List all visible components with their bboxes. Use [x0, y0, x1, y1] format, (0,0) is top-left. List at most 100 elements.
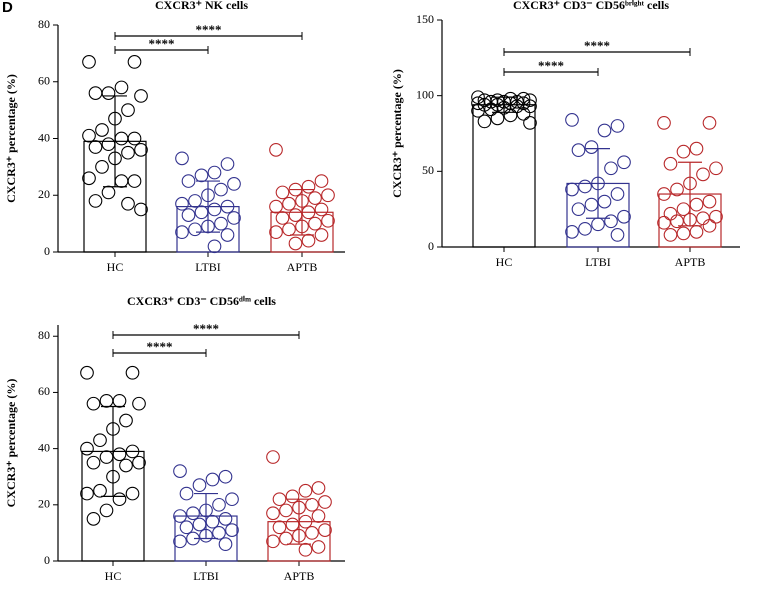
data-point — [484, 102, 498, 117]
data-point — [186, 506, 200, 521]
data-point — [112, 492, 127, 507]
data-point — [285, 517, 300, 532]
data-point — [311, 481, 326, 495]
data-point — [321, 188, 335, 203]
data-point — [82, 128, 96, 143]
data-point — [523, 93, 537, 108]
data-point — [282, 196, 296, 211]
bar — [472, 104, 536, 248]
data-point — [266, 506, 280, 521]
x-tick-label: APTB — [287, 260, 318, 274]
data-point — [657, 116, 671, 130]
data-point — [578, 221, 592, 236]
data-point — [86, 396, 101, 411]
data-point — [298, 514, 313, 529]
x-tick-label: APTB — [675, 255, 706, 269]
data-point — [199, 503, 213, 518]
x-tick-label: LTBI — [193, 569, 219, 583]
data-point — [134, 143, 148, 157]
data-point — [657, 187, 671, 201]
data-point — [318, 495, 332, 509]
data-point — [670, 214, 684, 229]
data-point — [199, 528, 213, 543]
data-point — [689, 141, 704, 156]
data-point — [702, 116, 717, 130]
data-point — [266, 450, 280, 464]
data-point — [134, 202, 148, 217]
data-point — [696, 211, 710, 226]
data-point — [194, 168, 209, 183]
data-point — [82, 171, 96, 186]
chart-title: CXCR3⁺ NK cells — [155, 0, 248, 12]
y-axis-label: CXCR3⁺ percentage (%) — [4, 379, 18, 508]
data-point — [192, 478, 207, 492]
data-point — [676, 226, 691, 241]
chart-title: CXCR3⁺ CD3⁻ CD56ᵈⁱᵐ cells — [127, 294, 276, 308]
data-point — [108, 151, 122, 166]
data-point — [490, 111, 505, 126]
data-point — [108, 111, 122, 126]
y-tick-label: 60 — [38, 384, 50, 398]
data-point — [477, 114, 492, 129]
data-point — [192, 517, 207, 532]
data-point — [275, 211, 290, 225]
y-tick-label: 0 — [44, 553, 50, 567]
data-point — [308, 216, 322, 231]
data-point — [709, 209, 723, 224]
data-point — [112, 447, 127, 462]
data-point — [134, 89, 148, 103]
data-point — [101, 185, 116, 200]
data-point — [121, 103, 135, 117]
data-point — [181, 174, 196, 188]
data-point — [93, 433, 107, 448]
data-point — [696, 167, 710, 182]
data-point — [114, 80, 129, 95]
significance-label: **** — [193, 321, 219, 336]
data-point — [188, 222, 202, 237]
data-point — [301, 179, 316, 194]
data-point — [225, 492, 239, 507]
data-point — [584, 140, 599, 154]
data-point — [516, 106, 531, 121]
data-point — [670, 182, 684, 197]
data-point — [207, 165, 222, 180]
data-point — [617, 209, 631, 224]
data-point — [663, 228, 678, 242]
data-point — [194, 205, 209, 220]
data-point — [288, 208, 303, 222]
data-point — [689, 225, 704, 239]
data-point — [186, 531, 200, 546]
y-tick-label: 20 — [38, 497, 50, 511]
data-point — [298, 483, 313, 498]
data-point — [578, 179, 592, 194]
y-tick-label: 80 — [38, 17, 50, 31]
data-point — [471, 103, 485, 118]
data-point — [175, 196, 189, 211]
data-point — [683, 212, 697, 227]
data-point — [610, 228, 625, 242]
data-point — [279, 503, 293, 518]
data-point — [305, 526, 319, 540]
data-point — [112, 394, 127, 408]
data-point — [114, 131, 129, 146]
data-point — [132, 396, 146, 411]
data-point — [689, 197, 704, 212]
significance-label: **** — [149, 36, 175, 51]
data-point — [702, 194, 717, 209]
data-point — [584, 197, 599, 212]
data-point — [220, 228, 235, 242]
data-point — [214, 216, 228, 231]
data-point — [282, 222, 296, 237]
data-point — [132, 455, 146, 470]
data-point — [205, 514, 220, 529]
data-point — [604, 161, 618, 176]
data-point — [218, 469, 233, 484]
data-point — [484, 94, 498, 109]
data-point — [663, 206, 678, 221]
data-point — [99, 450, 114, 464]
data-point — [119, 413, 133, 428]
data-point — [205, 472, 220, 487]
data-point — [175, 151, 189, 166]
data-point — [709, 161, 723, 176]
y-axis-label: CXCR3⁺ percentage (%) — [4, 74, 18, 203]
